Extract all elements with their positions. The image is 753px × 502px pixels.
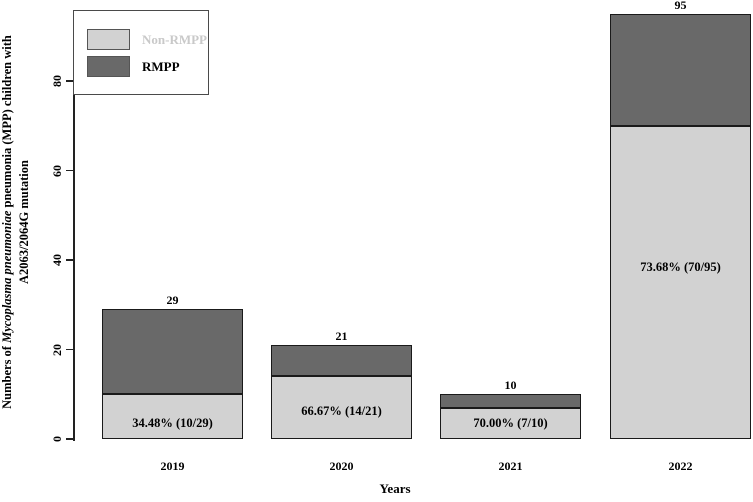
- bar-percent-label: 66.67% (14/21): [301, 403, 382, 418]
- bar-segment-non-rmpp: [440, 407, 581, 439]
- bar-segment-rmpp: [271, 345, 412, 377]
- legend-label-rmpp: RMPP: [142, 58, 180, 74]
- bar-total-label: 10: [504, 378, 517, 393]
- y-tick-mark: [66, 438, 74, 440]
- bar-percent-label: 70.00% (7/10): [473, 416, 548, 431]
- bar-segment-non-rmpp: [102, 394, 243, 439]
- bar-segment-rmpp: [610, 13, 751, 126]
- y-axis-title-line2: A2063/2064G mutation: [17, 160, 31, 284]
- x-category-label: 2019: [160, 459, 185, 473]
- x-axis-title: Years: [379, 481, 411, 496]
- y-tick-label: 20: [50, 343, 64, 356]
- bar-percent-label: 34.48% (10/29): [132, 415, 213, 430]
- bar-total-label: 29: [166, 293, 179, 308]
- legend-swatch-rmpp: [87, 56, 130, 77]
- legend-item-non-rmpp: Non-RMPP: [87, 29, 207, 50]
- legend: Non-RMPP RMPP: [73, 10, 209, 95]
- legend-item-rmpp: RMPP: [87, 56, 180, 77]
- y-tick-label: 60: [50, 164, 64, 177]
- y-tick-label: 80: [50, 75, 64, 87]
- bar-total-label: 95: [674, 0, 687, 12]
- bar-segment-rmpp: [102, 309, 243, 395]
- x-category-label: 2020: [329, 459, 354, 473]
- y-tick-mark: [66, 80, 74, 82]
- legend-swatch-non-rmpp: [87, 29, 130, 50]
- y-tick-mark: [66, 259, 74, 261]
- x-category-label: 2021: [498, 459, 523, 473]
- x-category-label: 2022: [668, 459, 693, 473]
- species-name-italic: Mycoplasma pneumoniae: [0, 210, 14, 343]
- bar-segment-non-rmpp: [610, 125, 751, 439]
- bar-segment-non-rmpp: [271, 376, 412, 439]
- bar-segment-rmpp: [440, 394, 581, 408]
- bar-percent-label: 73.68% (70/95): [640, 259, 721, 274]
- y-tick-mark: [66, 348, 74, 351]
- legend-label-non-rmpp: Non-RMPP: [142, 31, 207, 47]
- y-tick-mark: [66, 169, 74, 172]
- y-tick-label: 40: [50, 254, 64, 266]
- y-tick-label: 0: [50, 436, 64, 442]
- y-axis-title-line1: Numbers of Mycoplasma pneumoniae pneumon…: [0, 35, 14, 409]
- y-axis-title: Numbers of Mycoplasma pneumoniae pneumon…: [0, 35, 33, 409]
- bar-total-label: 21: [335, 329, 348, 344]
